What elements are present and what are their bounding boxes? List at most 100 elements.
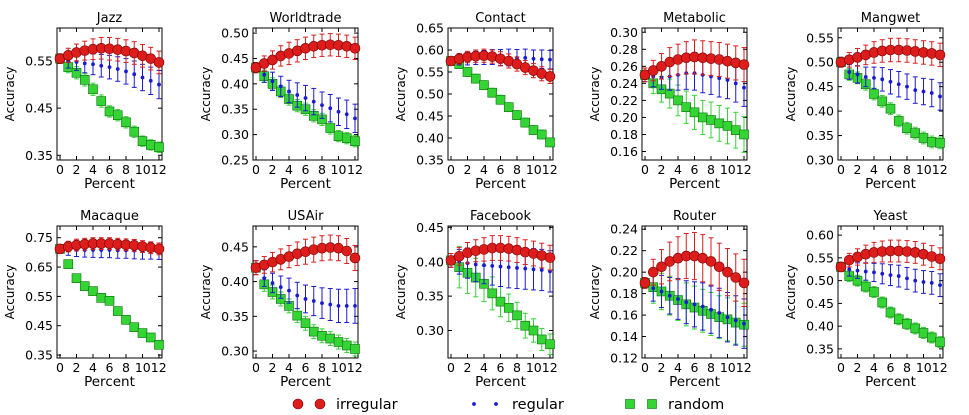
- y-tick-label: 0.35: [416, 153, 444, 168]
- x-tick-label: 1012: [720, 162, 752, 177]
- x-tick-label: 2: [73, 360, 81, 375]
- x-tick-label: 4: [870, 360, 878, 375]
- data-point-regular: [548, 57, 552, 62]
- y-tick-label: 0.28: [610, 42, 638, 57]
- data-point-regular: [490, 263, 495, 268]
- series-regular: [642, 274, 747, 349]
- data-point-regular: [482, 263, 486, 268]
- data-point-irregular: [349, 252, 361, 264]
- data-point-regular: [278, 84, 283, 89]
- data-point-regular: [539, 57, 544, 62]
- data-point-regular: [651, 286, 656, 291]
- data-point-random: [495, 296, 506, 307]
- x-tick-label: 6: [887, 162, 895, 177]
- data-point-random: [121, 117, 131, 128]
- y-tick-label: 0.45: [221, 51, 249, 66]
- x-tick-label: 1012: [916, 162, 948, 177]
- data-point-irregular: [722, 266, 733, 278]
- data-point-irregular: [153, 57, 165, 68]
- x-tick-label: 8: [122, 360, 130, 375]
- data-point-random: [689, 107, 700, 118]
- y-tick-label: 0.60: [806, 228, 834, 243]
- panel-usair: 0.30 0.35 0.40 0.45 0 2 4 6 8 1012 USAir Percent Acc…: [199, 209, 363, 390]
- x-tick-label: 0: [641, 360, 649, 375]
- x-tick-label: 2: [73, 162, 81, 177]
- data-point-regular: [278, 285, 283, 290]
- legend-item-irregular: irregular: [292, 397, 398, 413]
- data-point-random: [860, 281, 871, 292]
- x-tick-label: 4: [870, 162, 878, 177]
- data-point-random: [910, 323, 921, 334]
- data-point-random: [536, 334, 547, 345]
- x-tick-label: 1012: [526, 162, 558, 177]
- data-point-regular: [929, 280, 934, 285]
- x-tick-label: 0: [447, 162, 455, 177]
- y-tick-label: 0.24: [610, 76, 638, 91]
- data-point-regular: [99, 63, 104, 68]
- data-point-regular: [303, 297, 308, 301]
- data-point-regular: [344, 303, 349, 308]
- series-irregular: [445, 48, 556, 84]
- data-point-regular: [132, 72, 137, 77]
- x-tick-label: 0: [56, 162, 64, 177]
- x-tick-label: 2: [269, 162, 277, 177]
- data-point-random: [528, 325, 539, 336]
- data-point-random: [528, 125, 539, 135]
- y-tick-label: 0.40: [221, 274, 249, 289]
- y-tick-label: 0.22: [610, 243, 638, 258]
- data-point-irregular: [639, 277, 651, 289]
- data-point-regular: [905, 84, 909, 89]
- y-tick-label: 0.12: [610, 351, 638, 366]
- x-tick-label: 4: [285, 360, 293, 375]
- y-tick-label: 0.40: [806, 319, 834, 334]
- data-point-irregular: [835, 261, 847, 273]
- data-point-regular: [709, 307, 713, 312]
- data-point-random: [536, 129, 547, 140]
- data-point-random: [79, 281, 90, 291]
- y-tick-label: 0.30: [221, 127, 249, 142]
- data-point-random: [121, 315, 131, 325]
- x-axis-label: Percent: [865, 374, 916, 390]
- y-tick-label: 0.55: [25, 289, 53, 304]
- data-point-regular: [913, 278, 918, 283]
- data-point-irregular: [656, 61, 667, 72]
- data-point-random: [902, 123, 912, 134]
- panel-worldtrade: 0.25 0.30 0.35 0.40 0.45 0.50 0 2 4 6 8 10 12 Worldtr…: [199, 11, 363, 192]
- data-point-random: [96, 293, 107, 303]
- legend-marker: [625, 399, 635, 409]
- data-point-regular: [82, 61, 87, 66]
- y-tick-label: 0.55: [806, 250, 834, 265]
- y-tick-label: 0.50: [416, 87, 444, 102]
- panel-title: Router: [673, 209, 717, 224]
- data-point-irregular: [738, 277, 750, 289]
- y-tick-label: 0.30: [806, 153, 834, 168]
- x-tick-label: 0: [252, 162, 260, 177]
- data-point-regular: [888, 273, 893, 278]
- panel-yeast: 0.35 0.40 0.45 0.50 0.55 0.60 0 2 4 6 8 1012 Yeast Pe…: [784, 209, 948, 390]
- data-point-irregular: [713, 261, 725, 273]
- y-tick-label: 0.45: [416, 109, 444, 124]
- data-point-regular: [295, 93, 300, 97]
- data-point-regular: [667, 293, 672, 298]
- data-point-random: [88, 286, 98, 296]
- y-tick-label: 0.65: [25, 260, 53, 275]
- x-tick-label: 4: [674, 162, 682, 177]
- data-point-random: [495, 94, 506, 105]
- data-point-random: [71, 273, 82, 284]
- y-tick-label: 0.65: [416, 21, 444, 36]
- data-point-regular: [91, 62, 95, 67]
- data-point-random: [333, 337, 344, 347]
- data-point-regular: [725, 78, 730, 82]
- data-point-random: [739, 129, 749, 140]
- y-axis-label: Accuracy: [3, 67, 17, 122]
- x-tick-label: 1012: [526, 360, 558, 375]
- data-point-random: [137, 328, 148, 338]
- x-tick-label: 0: [252, 360, 260, 375]
- data-point-regular: [921, 280, 926, 284]
- x-tick-label: 8: [513, 360, 521, 375]
- x-tick-label: 8: [513, 162, 521, 177]
- data-point-irregular: [934, 49, 946, 61]
- series-irregular: [835, 239, 946, 273]
- data-point-random: [145, 140, 156, 150]
- legend-marker: [494, 402, 498, 406]
